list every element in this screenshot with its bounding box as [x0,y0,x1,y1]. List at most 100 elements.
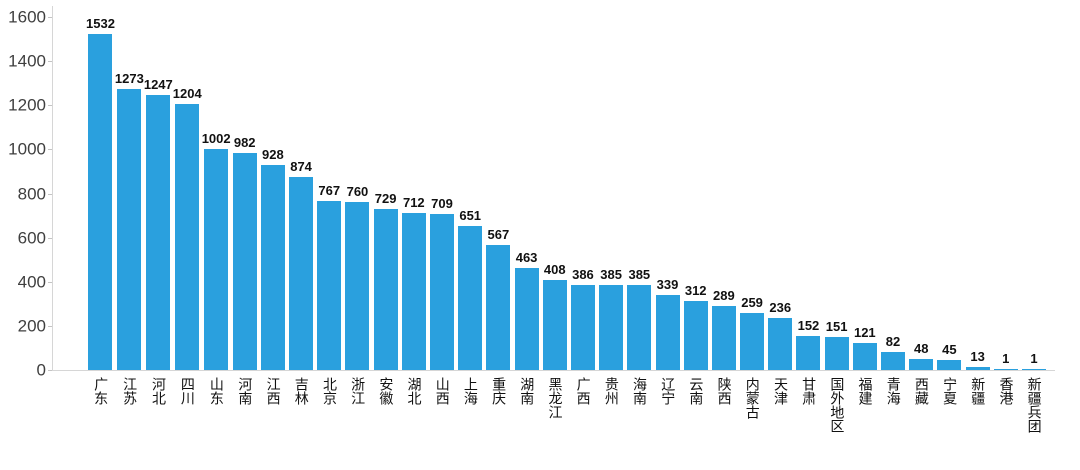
bars-container: 1532 广东 1273 江苏 1247 河北 1204 四川 1002 山东 982 河南 928 江西… [86,16,1048,433]
bar-value-label: 1002 [201,131,231,146]
bar-slot: 82 青海 [879,17,907,405]
bar-value-label: 48 [913,341,929,356]
bar-slot: 339 辽宁 [653,17,681,405]
bar-slot: 1247 河北 [143,17,173,405]
bar-value-label: 712 [402,195,425,210]
category-label: 内蒙古 [744,377,761,419]
y-tick-mark [48,61,53,63]
category-label: 河北 [150,377,167,405]
bar-slot: 13 新疆 [963,17,991,405]
bar [542,280,567,370]
bar [711,306,736,370]
bar-slot: 312 云南 [682,17,710,405]
bar [373,209,398,370]
y-tick-mark [48,281,53,283]
y-axis-line [52,6,53,371]
bar-slot: 567 重庆 [484,17,512,405]
y-tick-label: 1400 [8,51,46,71]
category-label: 山东 [208,377,225,405]
category-label: 云南 [688,377,705,405]
bar-value-label: 463 [515,250,538,265]
category-label: 福建 [857,377,874,405]
bar [486,245,511,370]
bar [514,268,539,370]
bar-value-label: 151 [825,319,848,334]
category-label: 湖南 [519,377,536,405]
bar-slot: 236 天津 [766,17,794,405]
bar-value-label: 709 [431,196,453,211]
bar [599,285,624,370]
y-tick-mark [48,237,53,239]
bar-value-label: 289 [713,288,735,303]
bar-slot: 45 宁夏 [935,17,963,405]
bar-value-label: 651 [459,208,482,223]
bar [204,149,229,370]
category-label: 新疆 [970,377,987,405]
category-label: 湖北 [406,377,423,405]
bar-value-label: 928 [262,147,284,162]
x-axis-line [52,370,1055,371]
bar [232,153,257,370]
bar-value-label: 385 [600,267,622,282]
bar-value-label: 13 [970,349,985,364]
bar-slot: 386 广西 [569,17,597,405]
category-label: 西藏 [913,377,930,405]
bar [458,226,483,370]
bar-slot: 928 江西 [259,17,287,405]
category-label: 新疆兵团 [1026,377,1043,433]
category-label: 山西 [434,377,451,405]
category-label: 宁夏 [942,377,959,405]
category-label: 上海 [462,377,479,405]
y-tick-label: 1600 [8,7,46,27]
y-tick-mark [48,105,53,107]
bar-value-label: 1247 [143,77,173,92]
bar [345,202,370,370]
bar-value-label: 1532 [86,16,115,31]
y-tick-mark [48,193,53,195]
bar-slot: 385 海南 [625,17,653,405]
y-tick-label: 400 [17,272,46,292]
y-tick-mark [48,17,53,18]
bar-slot: 982 河南 [231,17,259,405]
bar [909,359,934,370]
bar [768,318,793,370]
category-label: 国外地区 [829,377,846,433]
bar-value-label: 408 [543,262,566,277]
bar-slot: 1 新疆兵团 [1020,17,1048,433]
y-tick-label: 1000 [8,139,46,159]
category-label: 河南 [237,377,254,405]
bar-slot: 712 湖北 [400,17,428,405]
category-label: 江苏 [122,377,139,405]
bar-value-label: 874 [290,159,312,174]
bar-slot: 874 吉林 [287,17,315,405]
bar [289,177,314,370]
bar [683,301,708,370]
category-label: 黑龙江 [547,377,564,419]
bar-value-label: 385 [628,267,651,282]
bar-slot: 408 黑龙江 [541,17,569,419]
bar [430,214,455,370]
bar [117,89,142,370]
category-label: 贵州 [603,377,620,405]
category-label: 海南 [632,377,649,405]
bar-value-label: 386 [572,267,594,282]
bar-slot: 1204 四川 [172,17,202,405]
bar-slot: 48 西藏 [907,17,935,405]
bar [965,367,990,370]
category-label: 广西 [575,377,592,405]
category-label: 广东 [93,377,110,405]
y-tick-mark [48,370,53,371]
category-label: 四川 [179,377,196,405]
category-label: 辽宁 [660,377,677,405]
bar-value-label: 1204 [172,86,202,101]
category-label: 陕西 [716,377,733,405]
bar-value-label: 45 [942,342,957,357]
bar-value-label: 1 [1002,351,1010,366]
bar-slot: 767 北京 [315,17,343,405]
bar [146,95,171,370]
bar-value-label: 760 [346,184,369,199]
bar [655,295,680,370]
bar-value-label: 236 [769,300,792,315]
